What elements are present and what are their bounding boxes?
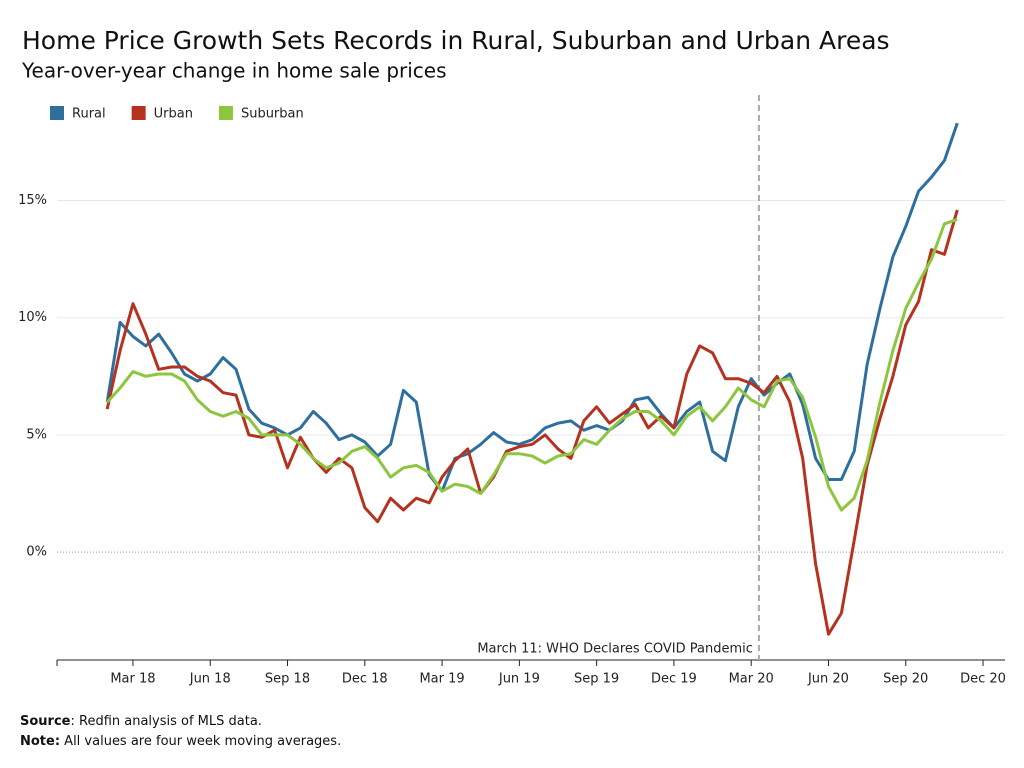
x-tick-label: Mar 18 [110,672,155,687]
source: Source: Redfin analysis of MLS data. [20,714,262,729]
y-tick-label: 10% [18,310,47,325]
source-text: : Redfin analysis of MLS data. [70,714,261,729]
source-label: Source [20,714,71,729]
note-text: All values are four week moving averages… [60,734,341,749]
x-tick-label: Jun 20 [807,672,849,687]
x-tick-label: Mar 20 [729,672,774,687]
legend-label: Suburban [241,107,304,122]
x-tick-label: Dec 20 [960,672,1006,687]
x-tick-label: Jun 18 [189,672,231,687]
series-line [105,122,959,493]
x-tick-label: Jun 19 [498,672,540,687]
x-tick-label: Sep 19 [574,672,619,687]
x-tick-label: Sep 18 [265,672,310,687]
chart-title: Home Price Growth Sets Records in Rural,… [22,26,890,55]
y-tick-label: 15% [18,193,47,208]
legend-swatch [218,106,233,120]
legend-swatch [50,106,64,120]
note: Note: All values are four week moving av… [20,734,341,749]
annotation-text: March 11: WHO Declares COVID Pandemic [477,642,753,657]
legend-swatch [131,106,146,120]
x-tick-label: Dec 18 [342,672,388,687]
note-label: Note: [20,734,60,749]
chart-subtitle: Year-over-year change in home sale price… [21,59,447,83]
legend-label: Urban [154,107,193,122]
x-tick-label: Dec 19 [651,672,697,687]
x-tick-label: Sep 20 [883,672,928,687]
legend-label: Rural [72,107,106,122]
series-line [105,209,959,636]
x-tick-label: Mar 19 [419,672,464,687]
y-tick-label: 0% [26,545,47,560]
series-line [106,217,958,512]
y-tick-label: 5% [26,427,47,442]
